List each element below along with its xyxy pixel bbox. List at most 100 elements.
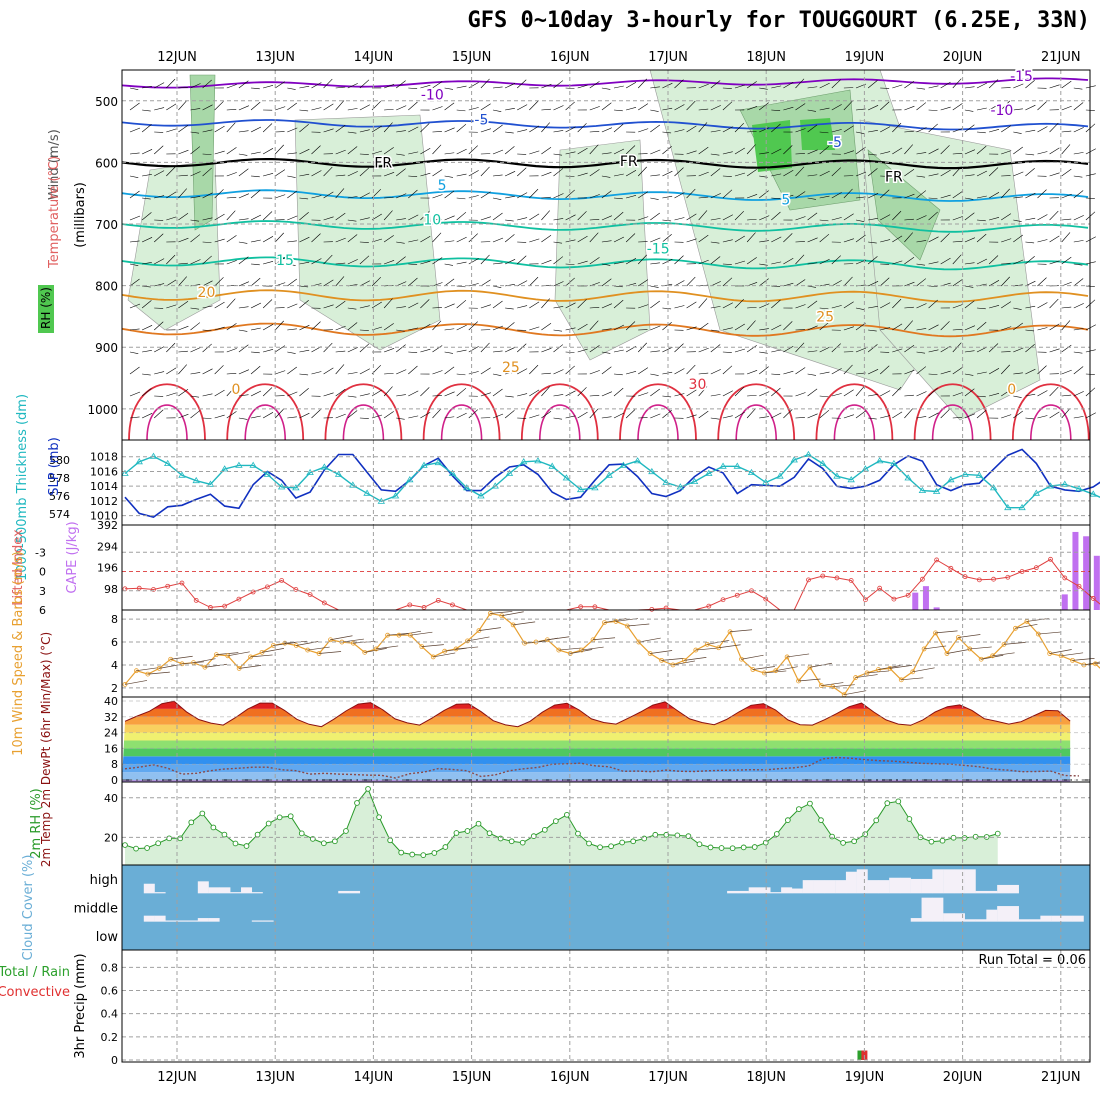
wind-barb bbox=[287, 87, 296, 90]
wind-barb bbox=[819, 346, 830, 353]
isotherm-label: -10 bbox=[990, 103, 1013, 119]
thickness-marker bbox=[121, 469, 129, 476]
wind-barb bbox=[492, 285, 502, 288]
lifted-index-marker bbox=[1076, 583, 1082, 589]
wind-barb bbox=[710, 193, 721, 199]
wind-barb bbox=[432, 194, 443, 199]
wind-barb bbox=[746, 232, 756, 243]
wind-barb bbox=[771, 236, 782, 243]
wind-barb bbox=[831, 393, 842, 397]
cloud-bar bbox=[964, 869, 976, 894]
wind-barb bbox=[662, 146, 672, 155]
wind-barb bbox=[759, 102, 769, 111]
wind-barb bbox=[553, 105, 564, 111]
wind-barb bbox=[299, 124, 309, 133]
wind-barb bbox=[904, 344, 915, 353]
wind-barb bbox=[226, 122, 236, 133]
cloud-bar bbox=[251, 892, 263, 894]
wind-barb bbox=[214, 414, 225, 419]
wind-barb bbox=[807, 350, 818, 353]
wind-barb bbox=[166, 166, 176, 177]
rh-shade-mid bbox=[189, 74, 216, 231]
wind-barb bbox=[396, 218, 406, 221]
wind-barb bbox=[178, 237, 189, 243]
wind-barb bbox=[638, 392, 649, 397]
wind-barb bbox=[408, 302, 419, 309]
wind-barb bbox=[880, 302, 891, 309]
wind-barb bbox=[855, 171, 867, 177]
wind-barb bbox=[517, 217, 528, 221]
cloud-bar bbox=[197, 918, 209, 922]
wind-barb bbox=[142, 373, 151, 376]
wind-barb bbox=[964, 262, 975, 265]
isotherm-label: FR bbox=[374, 155, 392, 171]
wind-barb bbox=[958, 634, 981, 638]
wind-barb bbox=[226, 210, 236, 221]
wind-barb bbox=[880, 214, 891, 221]
wind-barb bbox=[432, 257, 443, 265]
wind-barb bbox=[904, 306, 914, 309]
lifted-index-marker bbox=[976, 577, 982, 583]
cape-bar bbox=[933, 607, 940, 610]
wind-barb bbox=[1073, 102, 1084, 111]
wind-barb bbox=[226, 84, 237, 89]
wind-barb bbox=[129, 366, 140, 375]
wind-barb bbox=[408, 126, 419, 133]
dewpoint-line bbox=[124, 756, 1080, 779]
wind-barb bbox=[480, 254, 490, 265]
cape-tick: 196 bbox=[97, 562, 118, 575]
wind-barb bbox=[1013, 372, 1023, 375]
wind-barb bbox=[662, 195, 673, 199]
wind-barb bbox=[129, 190, 140, 199]
wind-barb bbox=[1001, 150, 1012, 155]
wind-barb bbox=[250, 151, 261, 155]
thickness-marker bbox=[320, 463, 329, 470]
cloud-bar bbox=[349, 890, 361, 894]
wind-barb bbox=[674, 280, 685, 287]
lifted-index-marker bbox=[905, 592, 911, 598]
thickness-marker bbox=[292, 484, 300, 491]
wind-barb bbox=[831, 167, 841, 177]
wind-barb bbox=[976, 107, 987, 111]
wind-barb bbox=[752, 666, 775, 670]
wind-barb bbox=[771, 261, 782, 265]
wind-barb bbox=[178, 149, 189, 155]
wind-barb bbox=[129, 416, 140, 419]
wind-barb bbox=[783, 370, 794, 375]
wind-barb bbox=[1073, 303, 1084, 309]
wind-barb bbox=[226, 172, 237, 177]
wind-barb bbox=[710, 80, 721, 89]
wind-barb bbox=[601, 263, 611, 266]
cloud-bar bbox=[975, 919, 987, 922]
wind-barb bbox=[771, 349, 782, 353]
wind-barb bbox=[178, 350, 188, 353]
wind-barb bbox=[501, 611, 524, 617]
wind-barb bbox=[807, 149, 818, 155]
cloud-bar bbox=[1007, 906, 1019, 922]
wind-barb bbox=[396, 369, 407, 375]
thickness-marker bbox=[149, 452, 158, 459]
isotherm-surface-arc bbox=[1011, 383, 1090, 441]
wind-barb bbox=[795, 216, 806, 221]
wind-barb bbox=[335, 212, 346, 221]
wind-barb bbox=[214, 301, 225, 309]
thickness-marker bbox=[477, 492, 485, 499]
wind-barb bbox=[625, 233, 636, 243]
wind-barb bbox=[1073, 366, 1084, 375]
wind-barb bbox=[722, 101, 733, 111]
wind-barb bbox=[581, 646, 604, 651]
wind-barb bbox=[396, 344, 406, 353]
wind-barb bbox=[408, 214, 419, 221]
wind-barb bbox=[153, 409, 164, 419]
wind-barb bbox=[541, 322, 552, 331]
cloud-bar bbox=[997, 906, 1009, 922]
wind-barb bbox=[952, 78, 962, 89]
wind-barb bbox=[831, 255, 841, 265]
thickness-marker bbox=[391, 492, 400, 499]
wind-barb bbox=[275, 81, 286, 89]
rh-legend-swatch bbox=[38, 285, 54, 333]
isotherm-label: 20 bbox=[198, 285, 216, 301]
wind-barb bbox=[214, 213, 225, 221]
wind-barb bbox=[1061, 168, 1072, 177]
rh2m-marker bbox=[221, 831, 228, 838]
